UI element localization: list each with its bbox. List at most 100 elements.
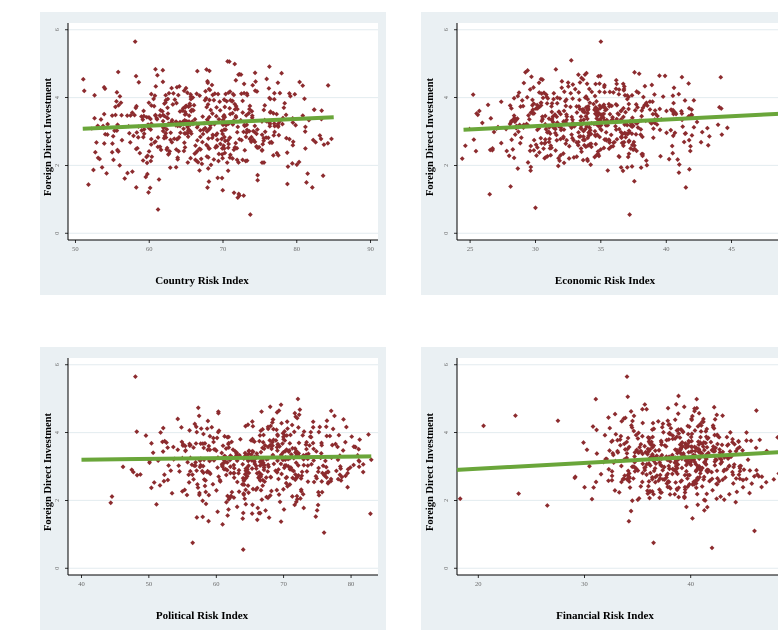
scatter-point — [105, 121, 111, 127]
scatter-point — [134, 130, 140, 135]
scatter-point — [133, 73, 139, 79]
scatter-point — [606, 466, 612, 472]
scatter-point — [563, 97, 569, 102]
x-tick-label: 40 — [78, 581, 85, 588]
scatter-point — [183, 447, 189, 453]
scatter-point — [325, 140, 331, 146]
scatter-point — [261, 138, 267, 144]
scatter-point — [148, 485, 154, 491]
x-tick-label: 30 — [581, 581, 588, 588]
scatter-point — [607, 89, 613, 95]
scatter-point — [221, 134, 227, 140]
scatter-point — [109, 113, 115, 119]
scatter-point — [295, 474, 300, 480]
scatter-point — [303, 442, 309, 448]
scatter-point — [262, 103, 268, 108]
scatter-point — [215, 91, 221, 97]
scatter-point — [311, 446, 317, 452]
scatter-point — [217, 479, 223, 484]
scatter-point — [487, 191, 493, 197]
chart-panel-economic-risk: 0246253035404550Foreign Direct Investmen… — [421, 12, 778, 295]
scatter-point — [620, 168, 626, 174]
scatter-chart-economic-risk: 0246253035404550Foreign Direct Investmen… — [421, 12, 778, 295]
scatter-point — [207, 97, 212, 103]
scatter-point — [667, 492, 673, 497]
scatter-point — [360, 469, 366, 475]
scatter-point — [329, 136, 334, 142]
scatter-point — [258, 449, 264, 455]
scatter-point — [174, 100, 179, 106]
scatter-point — [183, 103, 189, 109]
scatter-point — [193, 143, 198, 149]
scatter-point — [214, 137, 220, 143]
x-tick-label: 70 — [220, 246, 227, 253]
y-tick-label: 4 — [444, 96, 450, 99]
scatter-point — [618, 108, 624, 114]
scatter-point — [143, 174, 149, 180]
scatter-point — [104, 170, 109, 176]
y-tick-label: 6 — [444, 363, 450, 366]
scatter-point — [249, 108, 255, 114]
scatter-point — [336, 432, 342, 438]
scatter-point — [164, 145, 170, 151]
y-axis-title: Foreign Direct Investment — [425, 78, 436, 197]
x-axis-title: Economic Risk Index — [555, 275, 656, 287]
scatter-point — [672, 491, 678, 497]
scatter-point — [280, 486, 286, 492]
scatter-point — [301, 462, 307, 468]
scatter-point — [343, 424, 349, 430]
scatter-point — [652, 448, 658, 454]
scatter-point — [274, 448, 280, 453]
scatter-point — [273, 468, 278, 474]
scatter-point — [266, 64, 272, 70]
scatter-point — [160, 79, 166, 85]
scatter-chart-financial-risk: 024620304050Foreign Direct InvestmentFin… — [421, 347, 778, 630]
scatter-point — [639, 108, 645, 114]
scatter-point — [226, 90, 232, 96]
scatter-point — [131, 133, 136, 139]
scatter-point — [180, 441, 186, 447]
scatter-point — [175, 447, 181, 453]
scatter-point — [368, 511, 373, 517]
scatter-point — [295, 463, 301, 468]
scatter-point — [241, 90, 247, 96]
scatter-point — [160, 67, 166, 73]
scatter-point — [290, 445, 295, 451]
scatter-point — [679, 439, 685, 445]
scatter-point — [281, 105, 287, 111]
scatter-point — [160, 108, 165, 114]
scatter-point — [511, 155, 517, 161]
scatter-point — [254, 131, 259, 137]
scatter-point — [253, 487, 259, 493]
scatter-point — [718, 457, 724, 462]
scatter-point — [726, 463, 732, 469]
scatter-point — [676, 393, 681, 399]
scatter-point — [300, 83, 306, 89]
scatter-point — [257, 438, 262, 444]
scatter-point — [653, 111, 659, 117]
scatter-point — [578, 114, 584, 120]
scatter-point — [267, 438, 273, 443]
scatter-point — [626, 475, 632, 481]
x-axis-title: Financial Risk Index — [556, 610, 654, 622]
scatter-point — [300, 432, 306, 438]
scatter-point — [673, 458, 679, 464]
scatter-point — [219, 128, 225, 134]
scatter-point — [357, 437, 363, 443]
scatter-point — [718, 106, 724, 111]
scatter-point — [294, 162, 300, 168]
scatter-point — [664, 108, 669, 114]
scatter-point — [310, 440, 316, 446]
scatter-point — [152, 93, 158, 99]
y-tick-label: 6 — [444, 28, 450, 31]
x-tick-label: 40 — [663, 246, 670, 253]
scatter-point — [324, 433, 330, 439]
scatter-point — [689, 431, 695, 437]
y-tick-label: 0 — [444, 232, 450, 235]
scatter-point — [290, 139, 296, 145]
scatter-point — [170, 90, 176, 96]
scatter-point — [343, 473, 348, 479]
scatter-point — [227, 105, 233, 111]
scatter-point — [231, 92, 237, 98]
scatter-point — [341, 416, 346, 422]
